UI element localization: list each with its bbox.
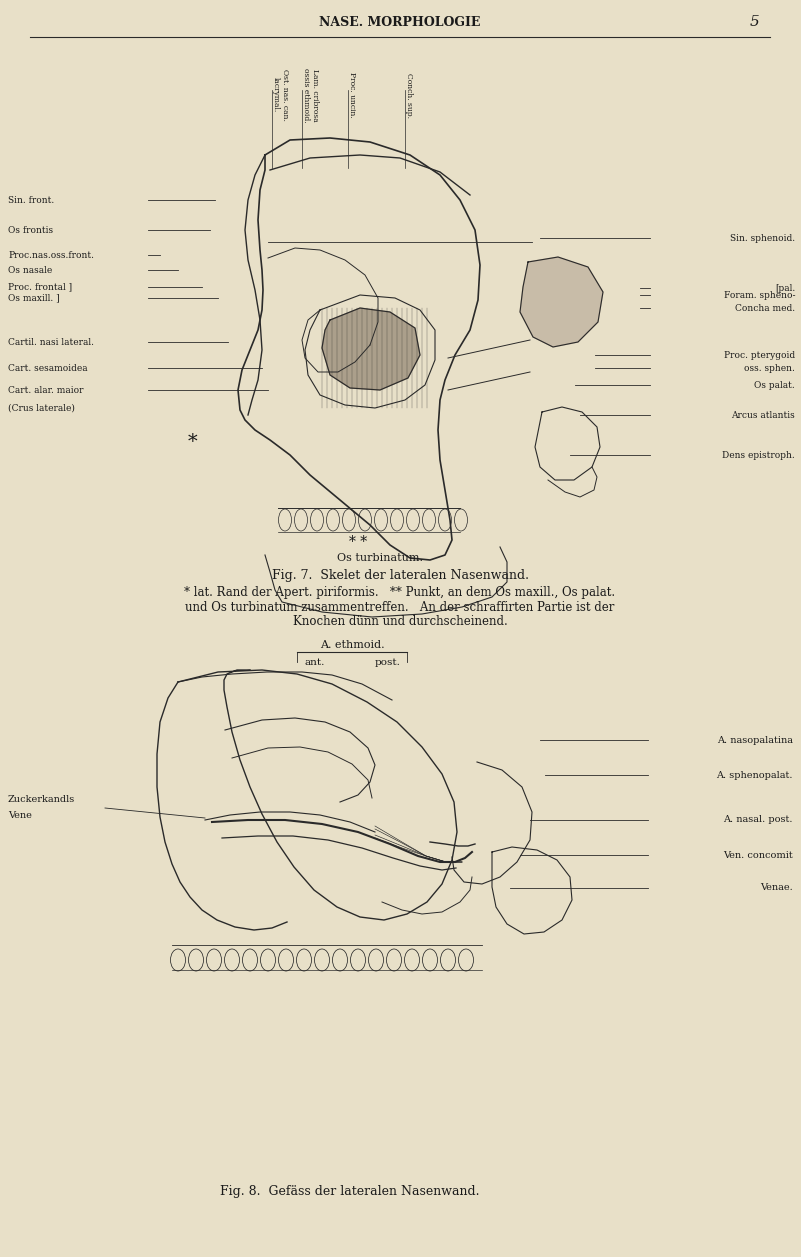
Text: Lam. cribrosa
ossis ethmoid.: Lam. cribrosa ossis ethmoid. (302, 68, 320, 122)
Ellipse shape (368, 949, 384, 970)
Text: Sin. sphenoid.: Sin. sphenoid. (730, 234, 795, 243)
Text: Ost. nas. can.
lacrymal.: Ost. nas. can. lacrymal. (272, 69, 289, 121)
Ellipse shape (207, 949, 222, 970)
Text: Sin. front.: Sin. front. (8, 196, 54, 205)
Polygon shape (520, 256, 603, 347)
Text: A. sphenopalat.: A. sphenopalat. (717, 771, 793, 779)
Ellipse shape (351, 949, 365, 970)
Text: * *: * * (349, 535, 367, 549)
Ellipse shape (422, 949, 437, 970)
Ellipse shape (311, 509, 324, 530)
Ellipse shape (441, 949, 456, 970)
Text: Ven. concomit: Ven. concomit (723, 851, 793, 860)
Ellipse shape (188, 949, 203, 970)
Polygon shape (322, 308, 420, 390)
Text: Proc.nas.oss.front.: Proc.nas.oss.front. (8, 250, 94, 259)
Ellipse shape (359, 509, 372, 530)
Ellipse shape (375, 509, 388, 530)
Text: * lat. Rand der Apert. piriformis.   ** Punkt, an dem Os maxill., Os palat.: * lat. Rand der Apert. piriformis. ** Pu… (184, 586, 615, 598)
Text: Concha med.: Concha med. (735, 303, 795, 313)
Text: Fig. 7.  Skelet der lateralen Nasenwand.: Fig. 7. Skelet der lateralen Nasenwand. (272, 568, 529, 582)
Text: Zuckerkandls: Zuckerkandls (8, 796, 75, 804)
Text: Dens epistroph.: Dens epistroph. (723, 450, 795, 460)
Ellipse shape (406, 509, 420, 530)
Ellipse shape (343, 509, 356, 530)
Ellipse shape (171, 949, 186, 970)
Ellipse shape (260, 949, 276, 970)
Ellipse shape (391, 509, 404, 530)
Ellipse shape (224, 949, 239, 970)
Ellipse shape (279, 949, 293, 970)
Text: Foram. spheno-: Foram. spheno- (723, 290, 795, 299)
Text: Conch. sup.: Conch. sup. (405, 73, 413, 117)
Text: ant.: ant. (305, 657, 325, 666)
Text: und Os turbinatum zusammentreffen.   An der schraffirten Partie ist der: und Os turbinatum zusammentreffen. An de… (185, 601, 614, 613)
Text: 5: 5 (750, 15, 760, 29)
Text: Os palat.: Os palat. (755, 381, 795, 390)
Ellipse shape (279, 509, 292, 530)
Text: Os frontis: Os frontis (8, 225, 53, 235)
Ellipse shape (458, 949, 473, 970)
Text: Proc. pterygoid: Proc. pterygoid (724, 351, 795, 360)
Ellipse shape (243, 949, 257, 970)
Text: Os turbinatum.: Os turbinatum. (337, 553, 423, 563)
Ellipse shape (295, 509, 308, 530)
Ellipse shape (387, 949, 401, 970)
Ellipse shape (315, 949, 329, 970)
Text: A. ethmoid.: A. ethmoid. (320, 640, 384, 650)
Text: post.: post. (375, 657, 401, 666)
Text: Venae.: Venae. (760, 884, 793, 892)
Ellipse shape (405, 949, 420, 970)
Text: Knochen dünn und durchscheinend.: Knochen dünn und durchscheinend. (292, 615, 507, 627)
Text: NASE. MORPHOLOGIE: NASE. MORPHOLOGIE (320, 15, 481, 29)
Text: Fig. 8.  Gefäss der lateralen Nasenwand.: Fig. 8. Gefäss der lateralen Nasenwand. (220, 1185, 480, 1198)
Ellipse shape (422, 509, 436, 530)
Ellipse shape (454, 509, 468, 530)
Ellipse shape (438, 509, 452, 530)
Text: Cart. alar. maior: Cart. alar. maior (8, 386, 83, 395)
Text: *: * (188, 432, 198, 451)
Ellipse shape (327, 509, 340, 530)
Text: Cartil. nasi lateral.: Cartil. nasi lateral. (8, 337, 94, 347)
Text: A. nasal. post.: A. nasal. post. (723, 816, 793, 825)
Ellipse shape (332, 949, 348, 970)
Text: Vene: Vene (8, 811, 32, 820)
Text: Proc. frontal ]: Proc. frontal ] (8, 283, 72, 292)
Text: [pal.: [pal. (775, 284, 795, 293)
Ellipse shape (296, 949, 312, 970)
Text: (Crus laterale): (Crus laterale) (8, 403, 74, 412)
Text: oss. sphen.: oss. sphen. (744, 363, 795, 372)
Text: Os maxill. ]: Os maxill. ] (8, 293, 59, 303)
Text: Arcus atlantis: Arcus atlantis (731, 411, 795, 420)
Text: A. nasopalatina: A. nasopalatina (717, 735, 793, 744)
Text: Os nasale: Os nasale (8, 265, 52, 274)
Text: Proc. uncin.: Proc. uncin. (348, 72, 356, 118)
Text: Cart. sesamoidea: Cart. sesamoidea (8, 363, 87, 372)
